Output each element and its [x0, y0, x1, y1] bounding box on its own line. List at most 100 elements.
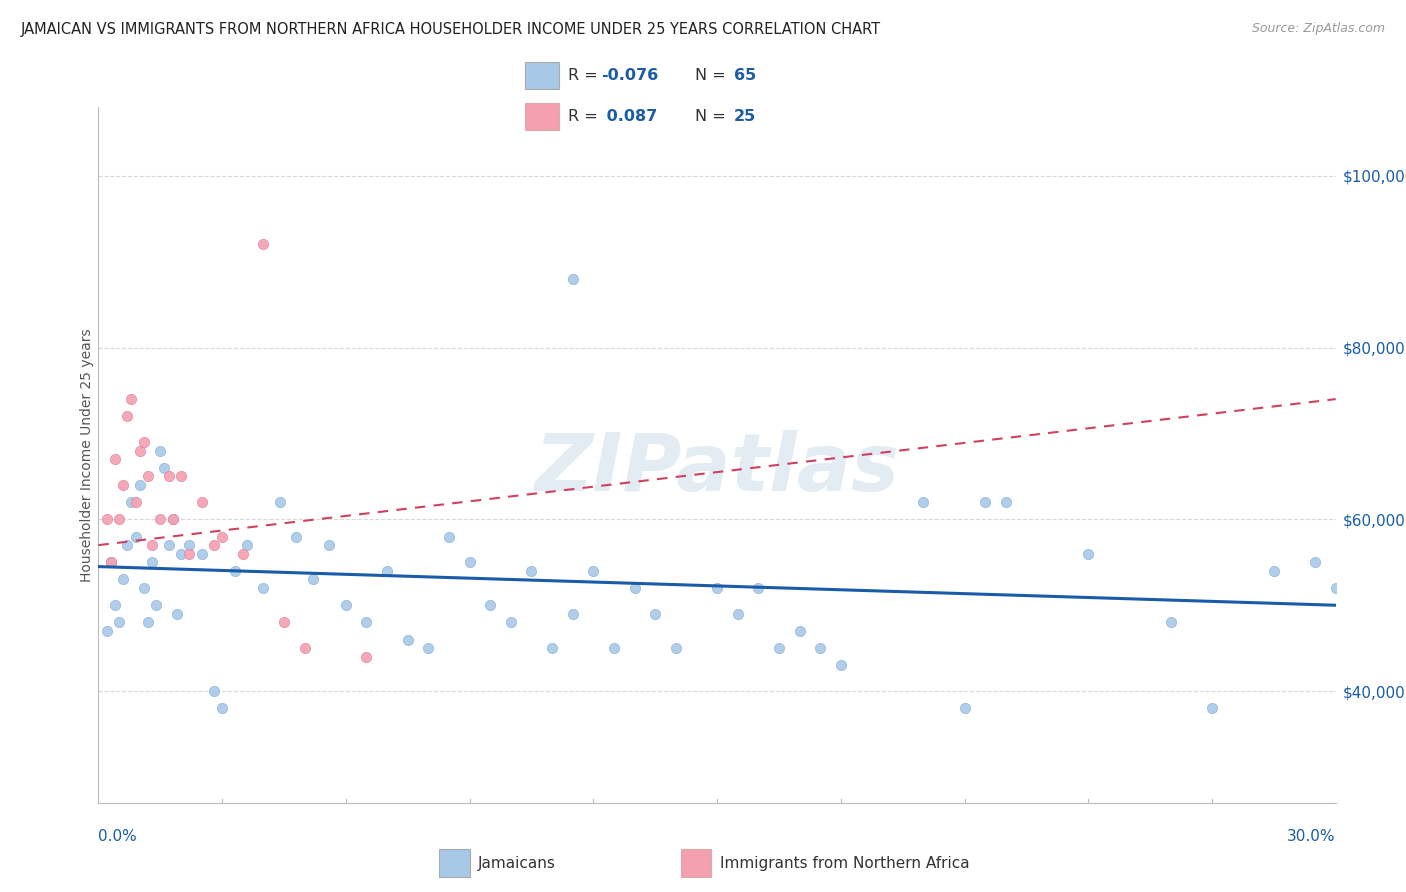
Point [149, 512, 172, 526]
Point [582, 564, 605, 578]
Point [136, 615, 159, 630]
Point [117, 538, 139, 552]
Point [1201, 701, 1223, 715]
Point [706, 581, 728, 595]
Point [747, 581, 769, 595]
Point [458, 555, 481, 569]
Point [128, 443, 150, 458]
Point [166, 607, 188, 621]
Point [375, 564, 398, 578]
Text: 0.0%: 0.0% [98, 829, 138, 844]
Text: Source: ZipAtlas.com: Source: ZipAtlas.com [1251, 22, 1385, 36]
Bar [526, 62, 558, 89]
Point [994, 495, 1017, 509]
Text: Immigrants from Northern Africa: Immigrants from Northern Africa [720, 855, 970, 871]
Point [953, 701, 976, 715]
Point [727, 607, 749, 621]
Text: R =: R = [568, 109, 603, 124]
Point [356, 649, 378, 664]
Point [789, 624, 811, 638]
Text: JAMAICAN VS IMMIGRANTS FROM NORTHERN AFRICA HOUSEHOLDER INCOME UNDER 25 YEARS CO: JAMAICAN VS IMMIGRANTS FROM NORTHERN AFR… [21, 22, 882, 37]
Point [437, 529, 460, 543]
Point [236, 538, 259, 552]
Point [132, 435, 155, 450]
Point [252, 581, 274, 595]
Point [318, 538, 340, 552]
Point [124, 495, 146, 509]
Point [479, 599, 502, 613]
Point [141, 538, 163, 552]
Y-axis label: Householder Income Under 25 years: Householder Income Under 25 years [80, 328, 94, 582]
Point [141, 555, 163, 569]
Point [179, 538, 201, 552]
Point [124, 529, 146, 543]
Point [117, 409, 139, 424]
Point [104, 452, 127, 467]
Point [561, 272, 583, 286]
Text: 0.087: 0.087 [600, 109, 657, 124]
Bar [526, 103, 558, 130]
Point [202, 538, 225, 552]
Point [153, 460, 176, 475]
Point [561, 607, 583, 621]
Text: 65: 65 [734, 68, 756, 83]
Point [170, 469, 193, 483]
Point [120, 495, 142, 509]
Point [974, 495, 997, 509]
Text: 30.0%: 30.0% [1288, 829, 1336, 844]
Point [149, 443, 172, 458]
Point [120, 392, 142, 406]
Point [162, 512, 184, 526]
Point [104, 599, 127, 613]
Point [1263, 564, 1285, 578]
Point [356, 615, 378, 630]
Point [294, 641, 316, 656]
Point [162, 512, 184, 526]
Point [912, 495, 935, 509]
Point [1303, 555, 1326, 569]
Point [190, 547, 212, 561]
Point [396, 632, 419, 647]
Point [623, 581, 645, 595]
Point [100, 555, 122, 569]
Point [1077, 547, 1099, 561]
Point [132, 581, 155, 595]
Point [96, 624, 118, 638]
Point [96, 512, 118, 526]
Point [145, 599, 167, 613]
Point [179, 547, 201, 561]
Point [108, 512, 131, 526]
Text: 25: 25 [734, 109, 756, 124]
Text: N =: N = [695, 109, 731, 124]
Point [269, 495, 291, 509]
Text: -0.076: -0.076 [600, 68, 658, 83]
Point [1324, 581, 1347, 595]
Point [112, 573, 135, 587]
Point [644, 607, 666, 621]
Point [830, 658, 852, 673]
Point [108, 615, 131, 630]
Point [100, 555, 122, 569]
Text: N =: N = [695, 68, 731, 83]
Point [768, 641, 790, 656]
Point [603, 641, 626, 656]
Point [499, 615, 522, 630]
Bar [681, 849, 711, 877]
Point [157, 469, 180, 483]
Point [302, 573, 325, 587]
Point [224, 564, 246, 578]
Point [211, 701, 233, 715]
Point [190, 495, 212, 509]
Point [1160, 615, 1182, 630]
Text: ZIPatlas: ZIPatlas [534, 430, 900, 508]
Point [808, 641, 831, 656]
Point [252, 237, 274, 252]
Bar [439, 849, 470, 877]
Point [112, 478, 135, 492]
Point [136, 469, 159, 483]
Point [520, 564, 543, 578]
Point [418, 641, 440, 656]
Point [273, 615, 295, 630]
Point [128, 478, 150, 492]
Text: R =: R = [568, 68, 603, 83]
